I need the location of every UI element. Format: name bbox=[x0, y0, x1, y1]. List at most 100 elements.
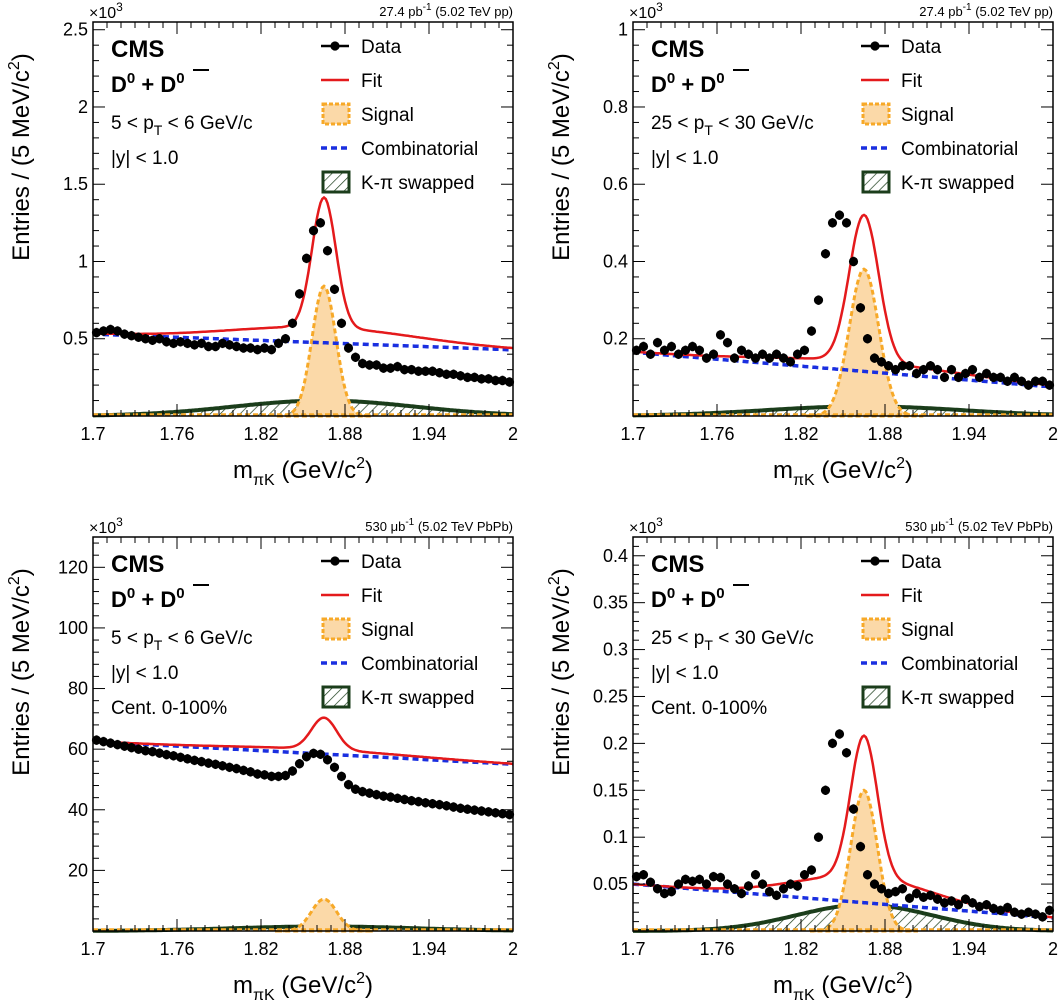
x-tick-label: 1.94 bbox=[411, 424, 446, 444]
data-point bbox=[1016, 376, 1027, 386]
legend-fit-label: Fit bbox=[361, 586, 383, 607]
data-point bbox=[476, 806, 487, 816]
data-point bbox=[1016, 909, 1027, 919]
data-point bbox=[960, 894, 971, 904]
legend-signal-box bbox=[321, 617, 351, 641]
data-point bbox=[497, 375, 508, 386]
y-tick-label: 0.35 bbox=[593, 593, 628, 613]
data-point bbox=[182, 338, 193, 348]
data-point bbox=[645, 349, 656, 359]
data-point bbox=[469, 805, 480, 815]
x-tick-label: 2 bbox=[508, 939, 518, 959]
data-point bbox=[841, 218, 852, 228]
y-tick-label: 60 bbox=[68, 739, 88, 759]
data-point bbox=[399, 794, 410, 805]
legend-data-marker bbox=[870, 556, 880, 566]
rapidity-label: |y| < 1.0 bbox=[111, 148, 178, 169]
data-point bbox=[939, 372, 950, 382]
legend-fit-label: Fit bbox=[901, 71, 923, 92]
y-axis-title: Entries / (5 MeV/c2) bbox=[546, 53, 575, 261]
y-tick-label: 1 bbox=[618, 20, 628, 40]
data-point bbox=[189, 340, 200, 350]
data-point bbox=[504, 810, 515, 820]
data-point bbox=[364, 788, 375, 798]
data-point bbox=[259, 770, 270, 780]
x-tick-label: 1.76 bbox=[159, 424, 194, 444]
data-point bbox=[399, 365, 410, 375]
y-tick-label: 0.15 bbox=[593, 780, 628, 800]
legend-data-label: Data bbox=[901, 37, 942, 58]
data-point bbox=[841, 748, 852, 758]
x-axis-title: mπK (GeV/c2) bbox=[233, 970, 373, 1000]
data-point bbox=[406, 796, 417, 806]
x-tick-label: 1.76 bbox=[699, 939, 734, 959]
data-point bbox=[301, 253, 312, 263]
data-point bbox=[308, 748, 319, 759]
legend-comb-label: Combinatorial bbox=[901, 139, 1018, 160]
x-tick-label: 1.94 bbox=[951, 424, 986, 444]
data-point bbox=[820, 785, 831, 795]
legend-signal-label: Signal bbox=[361, 620, 414, 641]
x-axis-title: mπK (GeV/c2) bbox=[773, 970, 913, 1000]
data-point bbox=[266, 771, 277, 782]
x-tick-label: 1.76 bbox=[699, 424, 734, 444]
data-point bbox=[196, 338, 207, 348]
legend-data-marker bbox=[870, 41, 880, 51]
data-point bbox=[918, 365, 929, 375]
data-point bbox=[203, 758, 214, 768]
centrality-label: Cent. 0-100% bbox=[651, 698, 767, 719]
data-point bbox=[322, 755, 333, 765]
y-tick-label: 20 bbox=[68, 860, 88, 880]
y-tick-label: 1.5 bbox=[63, 174, 88, 194]
lumi-label: 27.4 pb-1 (5.02 TeV pp) bbox=[919, 2, 1053, 19]
legend-swapped-label: K-π swapped bbox=[901, 688, 1014, 709]
y-tick-label: 0.2 bbox=[603, 733, 628, 753]
lumi-label: 530 μb-1 (5.02 TeV PbPb) bbox=[905, 517, 1053, 534]
data-point bbox=[799, 345, 810, 355]
data-point bbox=[715, 330, 726, 340]
data-point bbox=[946, 365, 957, 375]
data-point bbox=[112, 740, 123, 750]
data-point bbox=[1030, 909, 1041, 919]
data-point bbox=[406, 365, 417, 375]
combinatorial-curve bbox=[632, 882, 1054, 920]
legend-swapped-label: K-π swapped bbox=[361, 688, 474, 709]
data-point bbox=[708, 349, 719, 359]
y-tick-label: 0.6 bbox=[603, 174, 628, 194]
data-point bbox=[427, 366, 438, 376]
data-point bbox=[883, 361, 894, 371]
data-point bbox=[855, 303, 866, 313]
data-point bbox=[98, 326, 109, 336]
x-tick-label: 2 bbox=[1048, 939, 1058, 959]
data-point bbox=[946, 896, 957, 906]
data-point bbox=[371, 360, 382, 370]
data-point bbox=[441, 801, 452, 811]
data-point bbox=[140, 334, 151, 344]
data-point bbox=[750, 870, 761, 880]
data-point bbox=[687, 341, 698, 352]
data-point bbox=[722, 879, 733, 889]
data-point bbox=[308, 226, 319, 236]
data-point bbox=[904, 893, 915, 903]
data-point bbox=[280, 770, 291, 781]
data-point bbox=[147, 747, 158, 757]
data-point bbox=[231, 764, 242, 774]
data-point bbox=[350, 352, 361, 362]
data-point bbox=[883, 888, 894, 899]
data-point bbox=[154, 334, 165, 344]
data-point bbox=[708, 872, 719, 882]
data-point bbox=[448, 802, 459, 812]
data-point bbox=[799, 870, 810, 880]
data-point bbox=[168, 338, 179, 348]
data-point bbox=[834, 210, 845, 220]
data-point bbox=[939, 898, 950, 908]
y-tick-label: 0.3 bbox=[603, 640, 628, 660]
data-point bbox=[168, 751, 179, 761]
legend-data-label: Data bbox=[901, 552, 942, 573]
data-point bbox=[792, 349, 803, 359]
signal-area bbox=[276, 284, 372, 418]
x-axis-title: mπK (GeV/c2) bbox=[773, 455, 913, 489]
data-point bbox=[126, 331, 137, 341]
data-point bbox=[638, 341, 649, 352]
data-point bbox=[1023, 380, 1034, 390]
